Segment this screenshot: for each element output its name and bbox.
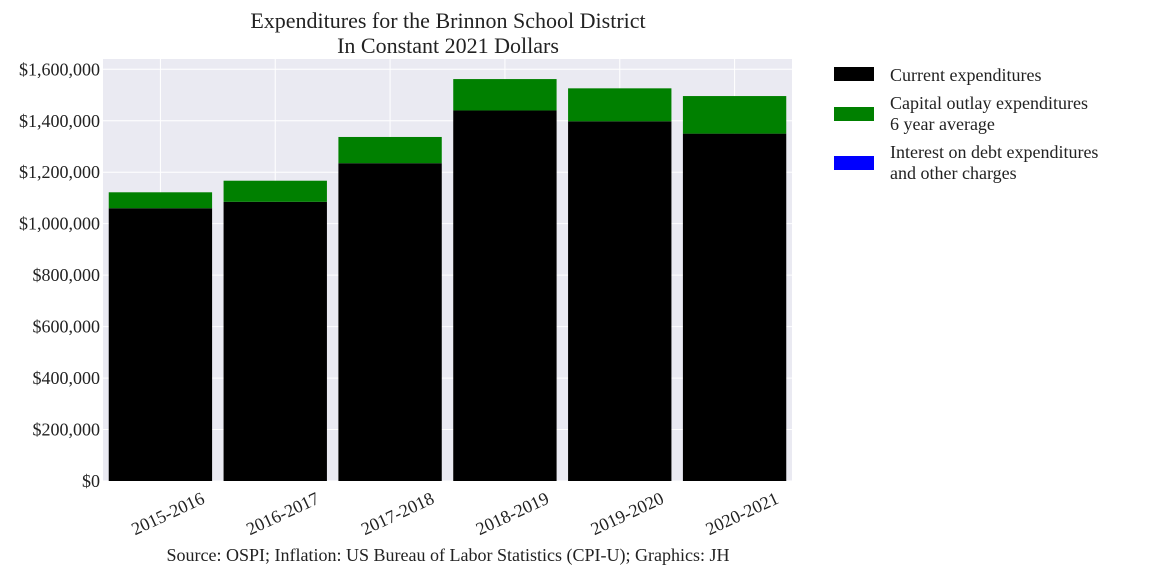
x-tick-label: 2018-2019	[473, 488, 552, 539]
bar-segment	[108, 192, 213, 209]
legend: Current expenditures Capital outlay expen…	[834, 65, 1098, 183]
y-tick-label: $1,400,000	[19, 111, 100, 131]
legend-swatch	[834, 107, 874, 121]
bar-segment	[108, 208, 213, 481]
bar-segment	[223, 180, 327, 202]
legend-label: Current expenditures	[890, 65, 1041, 85]
bars	[108, 79, 787, 482]
x-tick-label: 2017-2018	[358, 488, 437, 539]
legend-label: 6 year average	[890, 114, 995, 134]
y-tick-label: $400,000	[33, 368, 101, 388]
y-tick-label: $800,000	[33, 265, 101, 285]
bar-segment	[453, 79, 557, 111]
legend-label: Interest on debt expenditures	[890, 142, 1098, 162]
bar-segment	[682, 96, 787, 134]
plot-area	[103, 59, 792, 481]
x-tick-label: 2019-2020	[588, 488, 667, 539]
y-tick-label: $1,200,000	[19, 162, 100, 182]
y-tick-label: $0	[82, 471, 100, 491]
y-tick-label: $200,000	[33, 420, 101, 440]
x-axis-ticks: 2015-2016 2016-2017 2017-2018 2018-2019 2019…	[128, 488, 781, 539]
y-tick-label: $1,600,000	[19, 59, 100, 79]
chart-title-line-1: Expenditures for the Brinnon School Dist…	[250, 8, 645, 33]
bar-segment	[338, 163, 442, 481]
x-tick-label: 2015-2016	[128, 488, 207, 539]
bar-segment	[338, 136, 442, 164]
bar-segment	[568, 88, 672, 122]
legend-swatch	[834, 156, 874, 170]
chart-title-line-2: In Constant 2021 Dollars	[337, 33, 559, 58]
legend-swatch	[834, 67, 874, 81]
x-tick-label: 2020-2021	[702, 488, 781, 539]
y-tick-label: $1,000,000	[19, 214, 100, 234]
bar-segment	[453, 110, 557, 482]
bar-segment	[568, 121, 672, 482]
y-tick-label: $600,000	[33, 317, 101, 337]
x-tick-label: 2016-2017	[243, 488, 322, 539]
source-caption: Source: OSPI; Inflation: US Bureau of La…	[167, 545, 730, 566]
legend-label: and other charges	[890, 163, 1017, 183]
legend-label: Capital outlay expenditures	[890, 93, 1088, 113]
bar-segment	[223, 201, 327, 481]
y-axis-ticks: $0 $200,000 $400,000 $600,000 $800,000 $1,000…	[19, 59, 100, 491]
bar-segment	[682, 133, 787, 481]
